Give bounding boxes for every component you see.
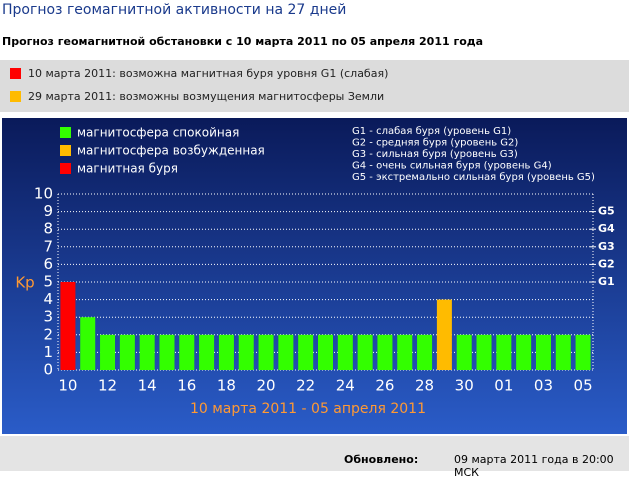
x-tick-label: 30 bbox=[455, 377, 474, 395]
y2-tick-label: G1 bbox=[598, 275, 615, 288]
y-tick-label: 0 bbox=[43, 361, 53, 379]
bar bbox=[575, 334, 591, 370]
bar bbox=[377, 334, 393, 370]
x-tick-label: 16 bbox=[177, 377, 196, 395]
y-tick-label: 9 bbox=[43, 202, 53, 220]
note: G1 - слабая буря (уровень G1) bbox=[352, 126, 511, 137]
bar bbox=[337, 334, 353, 370]
alert-swatch bbox=[10, 68, 21, 79]
note: G3 - сильная буря (уровень G3) bbox=[352, 149, 518, 160]
y-tick-label: 8 bbox=[43, 220, 53, 238]
y-tick-label: 7 bbox=[43, 237, 53, 255]
y2-tick-label: G5 bbox=[598, 205, 615, 218]
alert-swatch bbox=[10, 91, 21, 102]
x-axis-label: 10 марта 2011 - 05 апреля 2011 bbox=[190, 401, 426, 417]
bar bbox=[397, 334, 413, 370]
bar bbox=[100, 334, 116, 370]
bar bbox=[456, 334, 472, 370]
y-tick-label: 6 bbox=[43, 255, 53, 273]
legend-label: магнитосфера возбужденная bbox=[77, 144, 265, 158]
bar bbox=[298, 334, 314, 370]
bar bbox=[80, 317, 96, 370]
y2-tick-label: G2 bbox=[598, 257, 615, 270]
y-axis-label: Kp bbox=[15, 274, 34, 292]
bar bbox=[278, 334, 294, 370]
bar bbox=[139, 334, 155, 370]
y-tick-label: 2 bbox=[43, 325, 53, 343]
bar bbox=[60, 282, 76, 370]
y2-tick-label: G3 bbox=[598, 240, 615, 253]
x-tick-label: 26 bbox=[375, 377, 394, 395]
bar bbox=[179, 334, 195, 370]
x-tick-label: 20 bbox=[257, 377, 276, 395]
bar bbox=[199, 334, 215, 370]
alert: 10 марта 2011: возможна магнитная буря у… bbox=[10, 67, 389, 80]
bar bbox=[535, 334, 551, 370]
footer: Обновлено: 09 марта 2011 года в 20:00 МС… bbox=[0, 436, 629, 479]
note: G2 - средняя буря (уровень G2) bbox=[352, 138, 518, 149]
x-tick-label: 18 bbox=[217, 377, 236, 395]
bar bbox=[496, 334, 512, 370]
bar bbox=[258, 334, 274, 370]
chart-background bbox=[2, 118, 627, 434]
bar bbox=[357, 334, 373, 370]
x-tick-label: 10 bbox=[58, 377, 77, 395]
y-tick-label: 3 bbox=[43, 308, 53, 326]
bar bbox=[555, 334, 571, 370]
x-tick-label: 22 bbox=[296, 377, 315, 395]
legend-swatch bbox=[60, 127, 71, 138]
bar bbox=[238, 334, 254, 370]
legend-label: магнитная буря bbox=[77, 162, 178, 176]
y-tick-label: 5 bbox=[43, 273, 53, 291]
bar bbox=[516, 334, 532, 370]
chart: Kp 10 марта 2011 - 05 апреля 2011 магнит… bbox=[2, 118, 627, 434]
note: G4 - очень сильная буря (уровень G4) bbox=[352, 161, 552, 172]
alert-text: 10 марта 2011: возможна магнитная буря у… bbox=[28, 67, 389, 80]
y2-tick-label: G4 bbox=[598, 222, 615, 235]
footer-text: 09 марта 2011 года в 20:00 МСК bbox=[454, 453, 614, 479]
y-tick-label: 1 bbox=[43, 343, 53, 361]
x-tick-label: 24 bbox=[336, 377, 355, 395]
bar bbox=[318, 334, 333, 370]
legend-swatch bbox=[60, 145, 71, 156]
legend-swatch bbox=[60, 163, 71, 174]
y-tick-label: 10 bbox=[34, 185, 53, 203]
alert-text: 29 марта 2011: возможны возмущения магни… bbox=[28, 90, 385, 103]
page-subtitle: Прогноз геомагнитной обстановки с 10 мар… bbox=[2, 35, 484, 48]
bar bbox=[436, 299, 452, 370]
legend-label: магнитосфера спокойная bbox=[77, 126, 239, 140]
x-tick-label: 12 bbox=[98, 377, 117, 395]
alerts: 10 марта 2011: возможна магнитная буря у… bbox=[0, 60, 629, 112]
page-title: Прогноз геомагнитной активности на 27 дн… bbox=[2, 2, 347, 18]
bar bbox=[417, 334, 433, 370]
alert: 29 марта 2011: возможны возмущения магни… bbox=[10, 90, 385, 103]
x-tick-label: 28 bbox=[415, 377, 434, 395]
bar bbox=[218, 334, 234, 370]
x-tick-label: 03 bbox=[534, 377, 553, 395]
bar bbox=[119, 334, 135, 370]
x-tick-label: 01 bbox=[494, 377, 513, 395]
x-tick-label: 14 bbox=[138, 377, 157, 395]
y-tick-label: 4 bbox=[43, 290, 53, 308]
footer-label: Обновлено: bbox=[344, 453, 419, 466]
x-tick-label: 05 bbox=[574, 377, 593, 395]
note: G5 - экстремально сильная буря (уровень … bbox=[352, 172, 595, 183]
bar bbox=[159, 334, 175, 370]
bar bbox=[476, 334, 492, 370]
